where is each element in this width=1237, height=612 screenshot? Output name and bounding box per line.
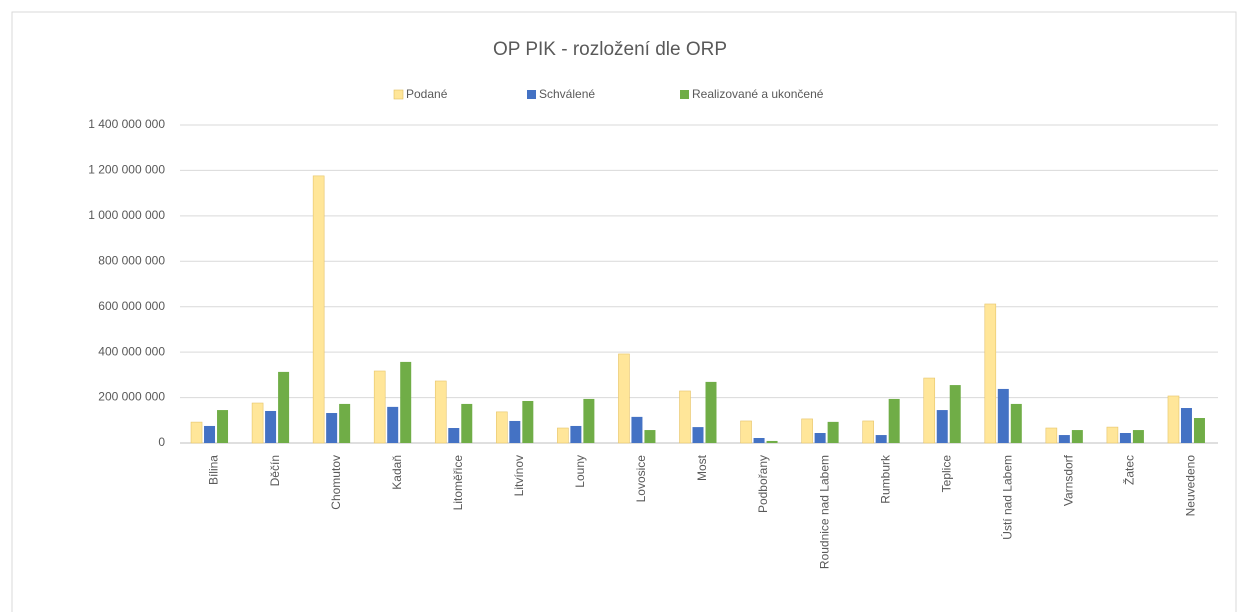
x-tick-label: Litoměřice (451, 455, 465, 511)
bar (312, 175, 325, 444)
bar (387, 406, 399, 443)
bar (1180, 408, 1192, 443)
x-tick-label: Roudnice nad Labem (817, 455, 831, 569)
bar (766, 440, 778, 443)
bar (949, 385, 961, 443)
bar (204, 425, 216, 443)
bar (265, 410, 277, 443)
bar (801, 418, 813, 444)
bar (583, 398, 595, 443)
bar (1193, 418, 1205, 443)
bar (1010, 403, 1022, 443)
x-tick-label: Teplice (939, 455, 953, 493)
bar (923, 377, 936, 444)
bar (888, 398, 900, 443)
x-tick-label: Žatec (1122, 455, 1137, 485)
bar (217, 410, 229, 443)
y-tick-label: 1 200 000 000 (88, 163, 165, 177)
chart-title: OP PIK - rozložení dle ORP (493, 39, 727, 60)
bar (1167, 395, 1180, 444)
x-tick-label: Kadaň (390, 455, 404, 490)
bar (1119, 433, 1131, 443)
bar (1132, 430, 1144, 443)
x-tick-label: Chomutov (329, 455, 343, 510)
bar (631, 416, 643, 443)
y-tick-label: 0 (158, 435, 165, 449)
bar (339, 403, 351, 443)
x-tick-label: Varnsdorf (1062, 454, 1076, 506)
y-tick-label: 600 000 000 (98, 299, 165, 313)
bar (875, 435, 887, 443)
bar (644, 430, 656, 443)
bar (251, 402, 264, 444)
bar (753, 438, 765, 443)
bar (984, 303, 997, 444)
legend-label: Podané (406, 87, 448, 101)
bar (400, 361, 412, 443)
legend-label: Schválené (539, 87, 595, 101)
legend-swatch (393, 89, 404, 100)
x-tick-label: Rumburk (878, 454, 892, 504)
bar (190, 421, 203, 444)
bar (461, 403, 473, 443)
bar (618, 353, 630, 444)
x-tick-label: Bílina (207, 455, 221, 485)
x-tick-label: Děčín (268, 455, 282, 486)
x-tick-label: Podbořany (756, 455, 770, 513)
bar (1106, 426, 1119, 444)
bar (814, 433, 826, 443)
y-tick-label: 200 000 000 (98, 390, 165, 404)
bar (522, 400, 534, 443)
chart-frame (11, 11, 1237, 612)
bar (827, 421, 839, 443)
bar (692, 427, 704, 443)
bar (434, 380, 447, 444)
y-tick-label: 400 000 000 (98, 344, 165, 358)
bar (278, 371, 290, 443)
y-tick-label: 1 000 000 000 (88, 208, 165, 222)
bar (1071, 430, 1083, 443)
bar (1058, 435, 1070, 443)
bar (570, 425, 582, 443)
bar (1045, 427, 1058, 444)
legend-swatch (680, 90, 689, 99)
legend-label: Realizované a ukončené (692, 87, 824, 101)
x-tick-label: Neuvedeno (1184, 455, 1198, 517)
bar (373, 370, 386, 444)
bar (740, 420, 752, 444)
y-tick-label: 1 400 000 000 (88, 117, 165, 131)
bar (326, 413, 338, 443)
bar (557, 427, 569, 444)
x-tick-label: Ústí nad Labem (999, 455, 1014, 540)
x-tick-label: Lovosice (634, 455, 648, 503)
bar (509, 420, 521, 443)
bar (862, 420, 874, 444)
bar (448, 428, 460, 443)
y-tick-label: 800 000 000 (98, 253, 165, 267)
x-tick-label: Louny (573, 455, 587, 488)
x-tick-label: Most (695, 454, 709, 481)
bar (679, 390, 691, 444)
x-tick-label: Litvínov (512, 455, 526, 496)
bar (997, 388, 1009, 443)
legend-swatch (527, 90, 536, 99)
bar (496, 411, 508, 444)
bar (705, 381, 717, 443)
bar (936, 410, 948, 443)
